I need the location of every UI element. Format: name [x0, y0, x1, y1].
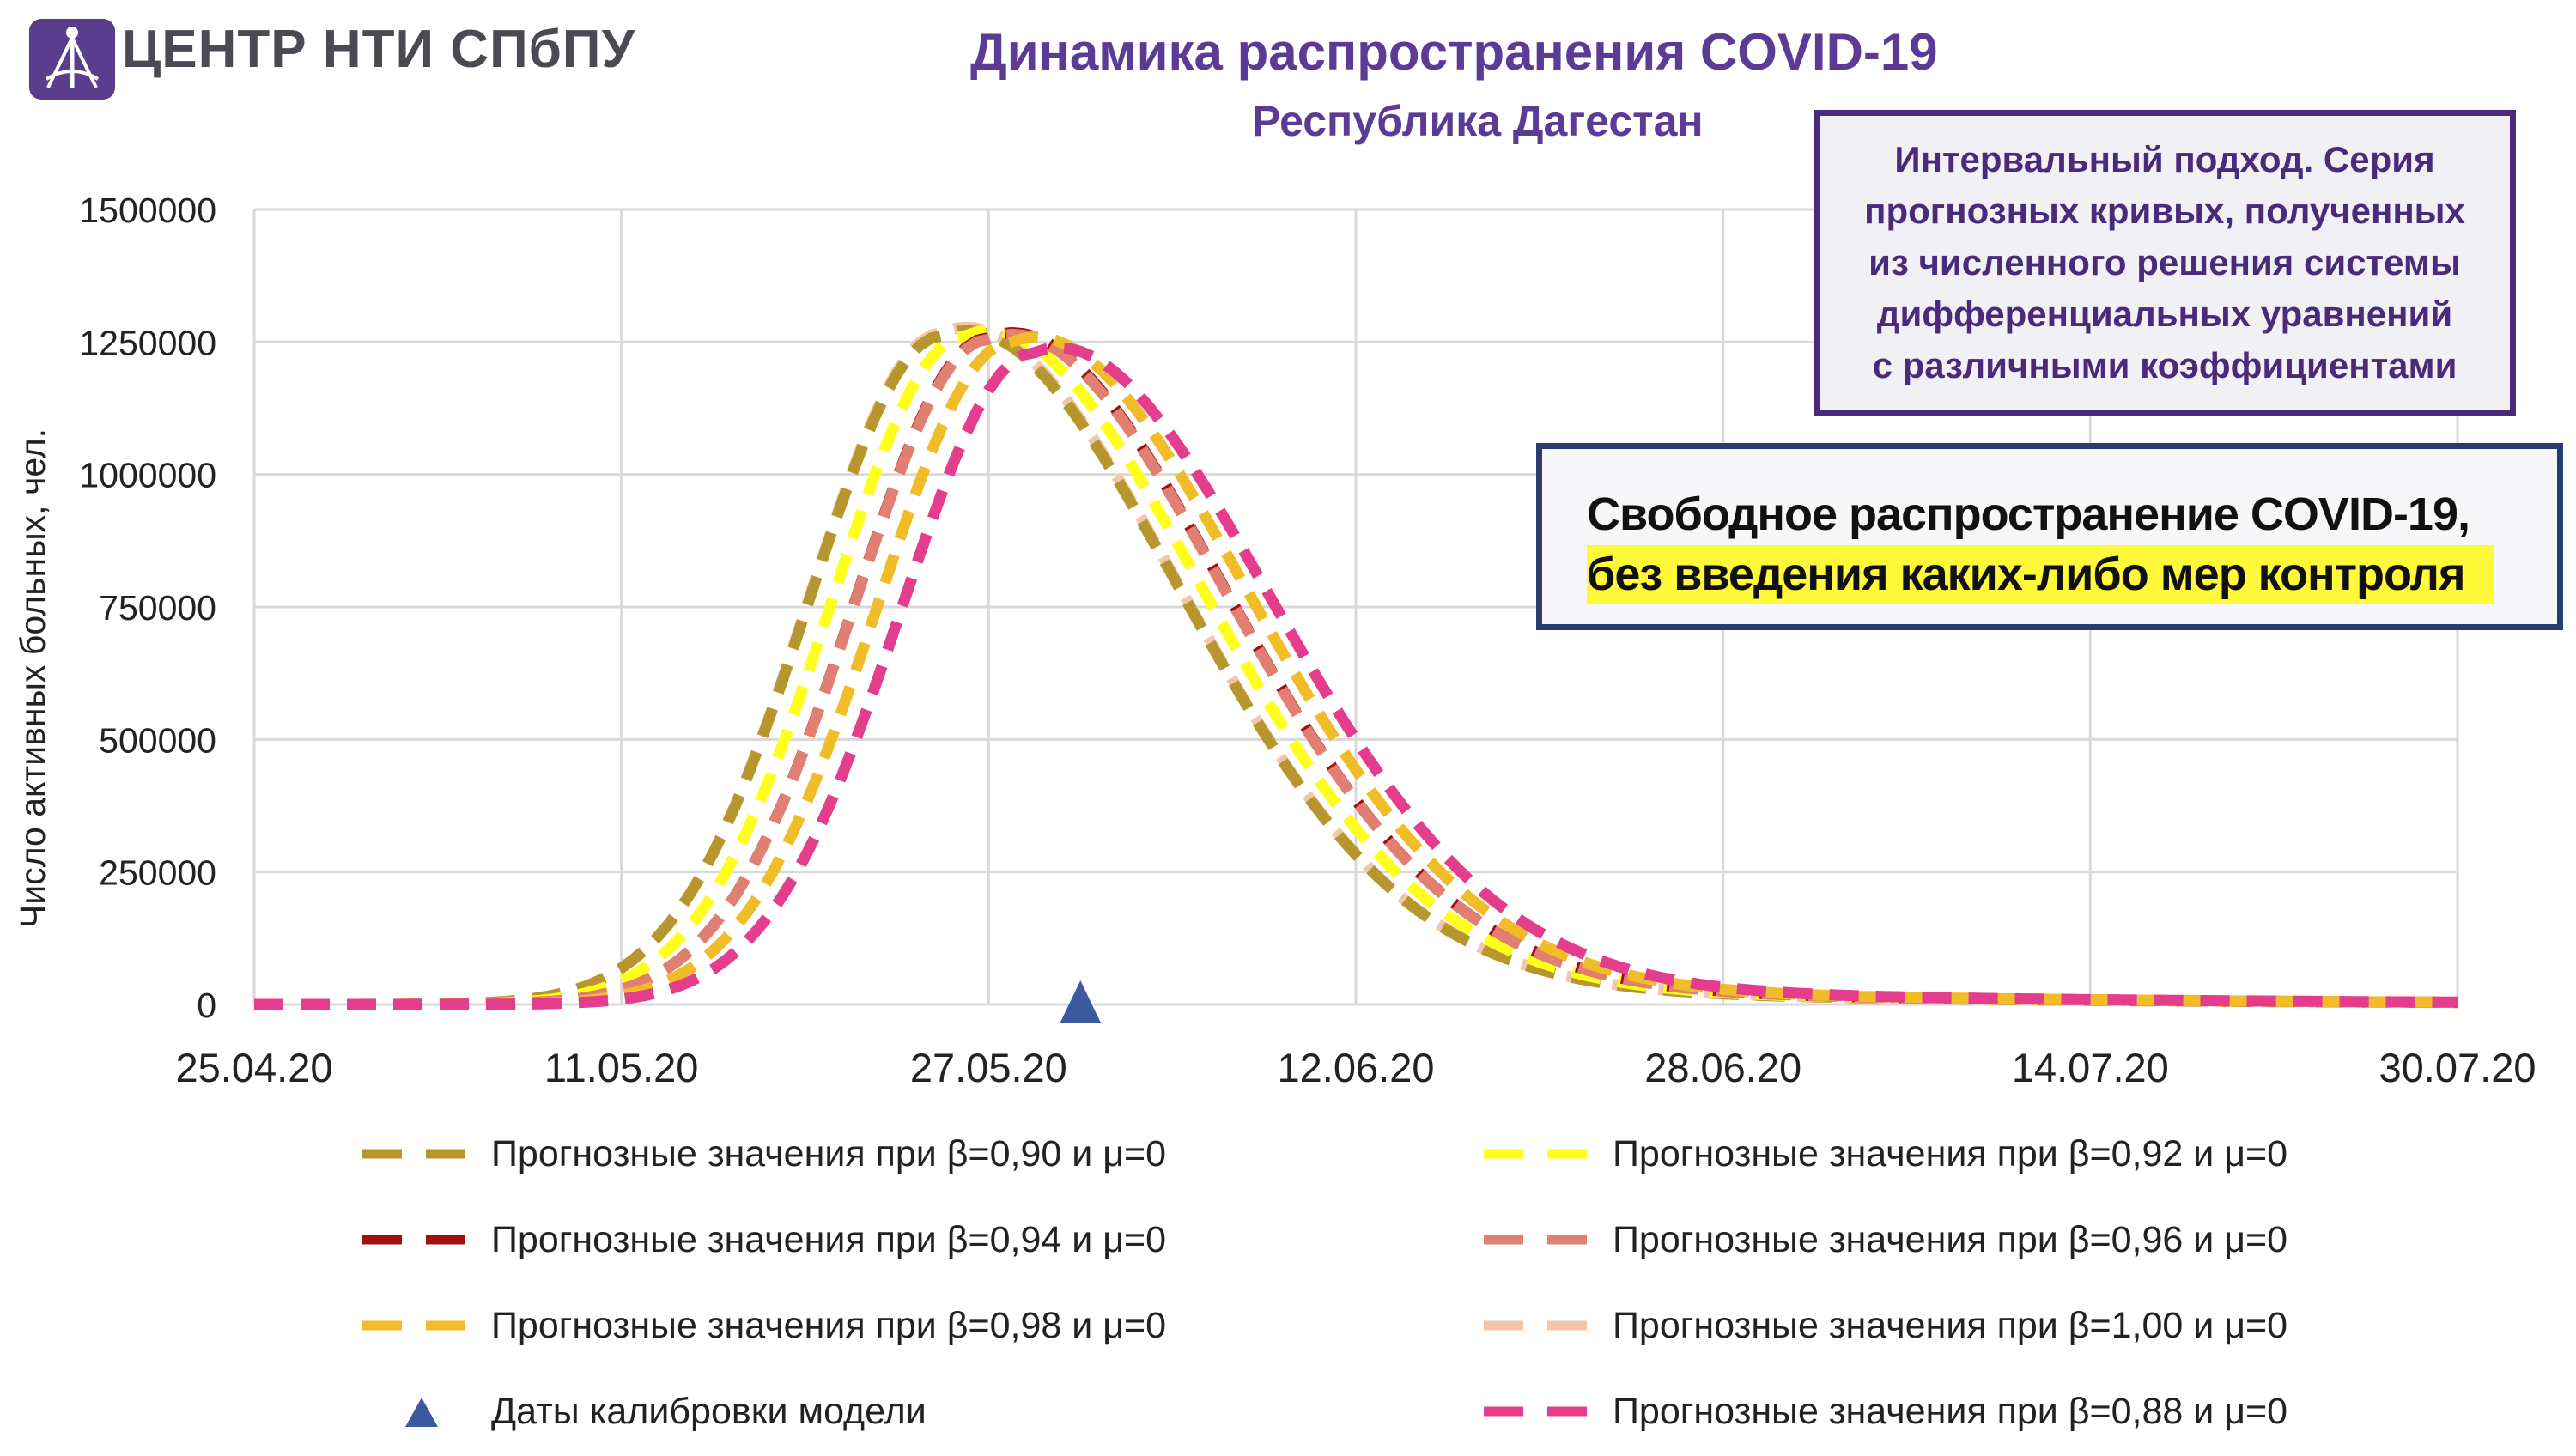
- legend-label: Прогнозные значения при β=0,92 и μ=0: [1613, 1133, 2287, 1174]
- legend-label: Даты калибровки модели: [491, 1391, 927, 1432]
- legend-label: Прогнозные значения при β=0,96 и μ=0: [1613, 1219, 2287, 1260]
- calibration-marker: [1060, 980, 1102, 1023]
- legend-label: Прогнозные значения при β=0,90 и μ=0: [491, 1133, 1166, 1174]
- method-note-text: Интервальный подход. Серия прогнозных кр…: [1864, 139, 2465, 385]
- chart-subtitle: Республика Дагестан: [1252, 97, 1704, 145]
- series-line: [254, 331, 2458, 1010]
- x-tick-label: 27.05.20: [910, 1045, 1067, 1090]
- scenario-line-2-highlighted: без введения каких-либо мер контроля: [1587, 545, 2494, 604]
- chart-title: Динамика распространения COVID-19: [970, 23, 1938, 81]
- x-tick-label: 28.06.20: [1644, 1045, 1801, 1090]
- legend-dash-swatch: [362, 1320, 479, 1331]
- legend-label: Прогнозные значения при β=1,00 и μ=0: [1613, 1305, 2287, 1346]
- y-tick-label: 1500000: [79, 191, 216, 230]
- y-tick-label: 750000: [99, 588, 216, 628]
- series-line: [254, 342, 2458, 1010]
- y-tick-label: 0: [197, 986, 216, 1025]
- y-tick-label: 250000: [99, 853, 216, 893]
- method-note-box: Интервальный подход. Серия прогнозных кр…: [1814, 110, 2516, 416]
- legend-label: Прогнозные значения при β=0,98 и μ=0: [491, 1305, 1166, 1346]
- x-tick-label: 12.06.20: [1278, 1045, 1435, 1090]
- legend-label: Прогнозные значения при β=0,88 и μ=0: [1613, 1391, 2287, 1432]
- logo-text: ЦЕНТР НТИ СПбПУ: [122, 20, 636, 79]
- y-tick-label: 1250000: [79, 323, 216, 362]
- y-axis-ticks: 0 250000 500000 750000 1000000 1250000 1500000: [79, 191, 216, 1025]
- legend-dash-swatch: [1484, 1406, 1601, 1417]
- legend-label: Прогнозные значения при β=0,94 и μ=0: [491, 1219, 1166, 1260]
- legend-triangle-icon: [405, 1398, 438, 1427]
- x-tick-label: 11.05.20: [544, 1045, 698, 1090]
- legend-dash-swatch: [362, 1149, 479, 1159]
- legend-dash-swatch: [1484, 1149, 1601, 1159]
- x-tick-label: 30.07.20: [2379, 1045, 2537, 1090]
- y-axis-label: Число активных больных, чел.: [13, 428, 52, 928]
- scenario-line-1: Свободное распространение COVID-19,: [1587, 488, 2470, 540]
- x-tick-label: 14.07.20: [2012, 1045, 2169, 1090]
- legend-dash-swatch: [1484, 1235, 1601, 1245]
- logo-icon: [29, 19, 115, 100]
- y-tick-label: 1000000: [79, 456, 216, 495]
- calibration-markers: [1060, 980, 1102, 1023]
- y-tick-label: 500000: [99, 720, 216, 760]
- x-axis-ticks: 25.04.20 11.05.20 27.05.20 12.06.20 28.06.20…: [176, 1045, 2537, 1090]
- legend-dash-swatch: [362, 1235, 479, 1245]
- legend-dash-swatch: [1484, 1320, 1601, 1331]
- x-tick-label: 25.04.20: [176, 1045, 333, 1090]
- scenario-box: Свободное распространение COVID-19, без …: [1536, 443, 2563, 630]
- series-lines: [254, 321, 2458, 1010]
